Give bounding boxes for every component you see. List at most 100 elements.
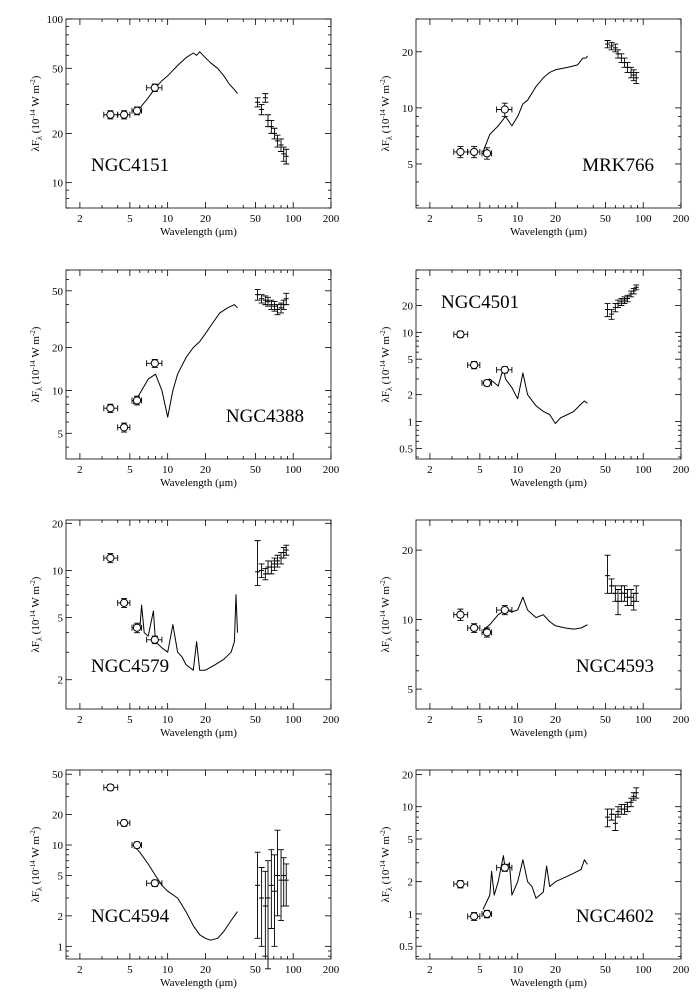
- far-ir-errorbar: [604, 808, 611, 828]
- x-tick-label: 20: [550, 213, 562, 225]
- x-tick-label: 10: [162, 714, 174, 726]
- photometry-point: [106, 110, 115, 119]
- photometry-point: [482, 378, 492, 388]
- y-tick-label: 1: [58, 941, 64, 953]
- y-tick-label: 50: [52, 769, 64, 781]
- x-tick-label: 2: [427, 714, 433, 726]
- spectrum-line: [482, 596, 588, 631]
- photometry-point: [456, 330, 465, 339]
- plot-frame: [65, 18, 332, 209]
- x-tick-label: 200: [323, 964, 340, 976]
- x-tick-label: 100: [285, 714, 302, 726]
- photometry-point: [106, 783, 115, 792]
- x-tick-label: 50: [250, 213, 262, 225]
- x-tick-label: 2: [427, 464, 433, 476]
- y-axis-label: λFλ (10-14 W m-2): [29, 75, 44, 151]
- photometry-point: [482, 149, 492, 158]
- x-tick-label: 20: [200, 213, 212, 225]
- y-tick-label: 10: [402, 327, 414, 339]
- y-tick-label: 10: [52, 385, 64, 397]
- photometry-point: [106, 553, 115, 563]
- y-tick-label: 1: [408, 417, 414, 429]
- far-ir-errorbar: [258, 867, 265, 947]
- spectrum-line: [482, 855, 588, 910]
- plot-frame: [65, 769, 332, 960]
- plot-frame: [65, 269, 332, 460]
- x-tick-label: 20: [550, 464, 562, 476]
- far-ir-errorbar: [254, 540, 261, 587]
- y-tick-label: 100: [47, 14, 64, 26]
- x-axis-label: Wavelength (μm): [160, 477, 237, 489]
- galaxy-name-label: NGC4151: [91, 155, 169, 176]
- x-tick-label: 5: [127, 464, 133, 476]
- photometry-point: [132, 623, 142, 632]
- x-tick-label: 2: [77, 213, 83, 225]
- y-tick-label: 2: [58, 911, 64, 923]
- photometry-point: [150, 83, 159, 92]
- y-tick-label: 20: [52, 810, 64, 822]
- x-tick-label: 20: [550, 964, 562, 976]
- y-tick-label: 2: [408, 877, 414, 889]
- photometry-point: [482, 909, 492, 919]
- y-tick-label: 20: [52, 518, 64, 530]
- spectrum-line: [132, 304, 238, 418]
- y-tick-label: 10: [52, 178, 64, 190]
- photometry-point: [150, 359, 159, 368]
- y-tick-label: 50: [52, 286, 64, 298]
- y-tick-label: 10: [52, 565, 64, 577]
- x-tick-label: 5: [127, 714, 133, 726]
- x-tick-label: 200: [323, 464, 340, 476]
- x-tick-label: 50: [600, 714, 612, 726]
- y-tick-label: 20: [402, 47, 414, 59]
- x-tick-label: 200: [323, 213, 340, 225]
- x-tick-label: 20: [200, 714, 212, 726]
- x-tick-label: 5: [127, 964, 133, 976]
- x-tick-label: 200: [673, 714, 690, 726]
- photometry-point: [120, 110, 129, 119]
- x-tick-label: 200: [673, 213, 690, 225]
- x-axis-label: Wavelength (μm): [160, 977, 237, 989]
- y-axis-label: λFλ (10-14 W m-2): [29, 326, 44, 402]
- photometry-point: [470, 147, 479, 157]
- x-tick-label: 10: [512, 714, 524, 726]
- x-tick-label: 50: [600, 213, 612, 225]
- galaxy-name-label: NGC4388: [226, 406, 304, 427]
- x-tick-label: 5: [127, 213, 133, 225]
- galaxy-name-label: NGC4593: [576, 656, 654, 677]
- x-tick-label: 10: [162, 464, 174, 476]
- galaxy-name-label: MRK766: [582, 155, 654, 176]
- plot-frame: [65, 519, 332, 710]
- photometry-point: [470, 623, 479, 633]
- y-tick-label: 10: [52, 840, 64, 852]
- galaxy-name-label: NGC4501: [441, 292, 519, 313]
- y-tick-label: 20: [402, 769, 414, 781]
- y-axis-label: λFλ (10-14 W m-2): [29, 576, 44, 652]
- x-tick-label: 20: [200, 964, 212, 976]
- plot-frame: [415, 519, 682, 710]
- photometry-point: [456, 879, 465, 889]
- spectrum-line: [482, 55, 588, 153]
- x-axis-label: Wavelength (μm): [510, 727, 587, 739]
- x-tick-label: 100: [285, 964, 302, 976]
- y-tick-label: 2: [408, 390, 414, 402]
- y-tick-label: 5: [408, 684, 414, 696]
- photometry-point: [456, 610, 465, 619]
- x-tick-label: 2: [77, 964, 83, 976]
- far-ir-errorbar: [283, 863, 290, 907]
- sed-panel: 2 5 10 20 50 100 200 1 2 5 10 20 50 Wavelength (μm) λF…: [29, 769, 340, 989]
- y-tick-label: 10: [402, 615, 414, 627]
- y-axis-label: λFλ (10-14 W m-2): [379, 576, 394, 652]
- x-axis-label: Wavelength (μm): [160, 226, 237, 238]
- photometry-point: [470, 912, 479, 921]
- y-tick-label: 5: [58, 428, 64, 440]
- x-tick-label: 10: [512, 964, 524, 976]
- photometry-point: [120, 818, 129, 828]
- y-tick-label: 10: [402, 802, 414, 814]
- y-tick-label: 20: [52, 128, 64, 140]
- x-tick-label: 200: [323, 714, 340, 726]
- photometry-point: [106, 404, 115, 413]
- far-ir-errorbar: [254, 851, 261, 939]
